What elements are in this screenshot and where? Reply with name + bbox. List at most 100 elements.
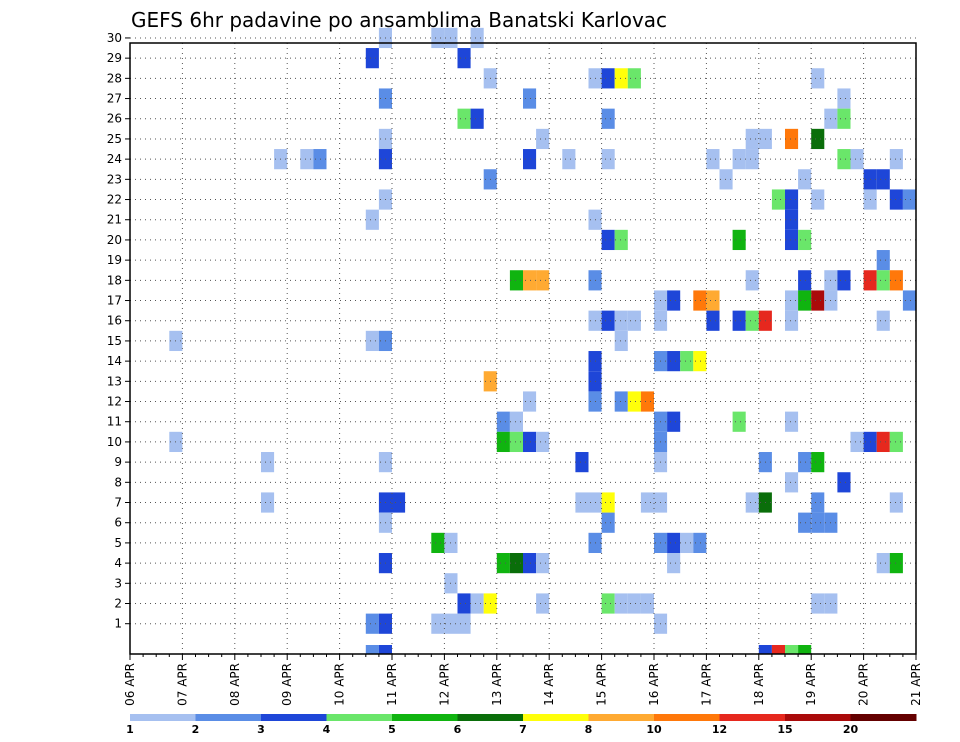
precip-cell xyxy=(706,310,720,331)
precip-cell xyxy=(627,391,641,412)
legend-swatch xyxy=(457,714,524,721)
precip-cell xyxy=(798,229,812,251)
y-tick-label: 29 xyxy=(107,51,122,65)
precip-cell xyxy=(745,149,759,170)
x-tick-label: 14 APR xyxy=(542,663,556,706)
precip-cell xyxy=(667,411,681,432)
legend-label: 7 xyxy=(519,723,527,736)
y-tick-label: 26 xyxy=(107,112,122,126)
x-tick-label: 20 APR xyxy=(857,663,871,706)
precip-cell xyxy=(601,229,615,251)
y-tick-label: 24 xyxy=(107,152,122,166)
precip-cell xyxy=(785,229,799,251)
legend-swatch xyxy=(130,714,196,721)
color-legend: 1 2 3 4 5 6 7 8 10 12 15 20 xyxy=(126,714,917,736)
precip-cell xyxy=(785,411,799,432)
x-tick-label: 18 APR xyxy=(752,663,766,706)
precip-cell xyxy=(706,290,720,311)
precip-cell xyxy=(614,68,628,89)
precip-cell xyxy=(798,270,812,291)
precip-cell xyxy=(431,613,445,634)
precip-cell xyxy=(693,532,707,554)
precip-cell xyxy=(509,270,523,291)
precip-cell xyxy=(667,290,681,311)
precip-cell xyxy=(798,169,812,190)
precip-cell xyxy=(627,593,641,614)
precip-cell xyxy=(431,27,445,49)
precip-cell xyxy=(536,270,550,291)
legend-label: 10 xyxy=(646,723,662,736)
precip-cell xyxy=(785,128,799,150)
legend-swatch xyxy=(719,714,786,721)
precip-cell xyxy=(470,27,484,49)
precip-cell xyxy=(876,250,890,271)
precip-cell xyxy=(889,189,903,210)
y-axis: 1234567891011121314151617181920212223242… xyxy=(107,31,130,631)
precip-cell xyxy=(575,452,589,473)
legend-swatch xyxy=(195,714,262,721)
precip-cell xyxy=(470,593,484,614)
precip-cell xyxy=(496,431,510,453)
x-tick-label: 09 APR xyxy=(280,663,294,706)
precip-cell xyxy=(732,310,746,331)
precip-cell xyxy=(365,48,379,69)
precip-cell xyxy=(523,553,537,574)
precip-cell xyxy=(889,492,903,513)
precip-cell xyxy=(706,149,720,170)
precip-cell xyxy=(536,431,550,453)
precip-cell xyxy=(798,512,812,533)
legend-label: 15 xyxy=(777,723,792,736)
precip-cell xyxy=(640,593,654,614)
precip-cell xyxy=(732,149,746,170)
precip-cell xyxy=(876,310,890,331)
precip-cell xyxy=(798,290,812,311)
y-tick-label: 15 xyxy=(107,334,122,348)
precip-cell xyxy=(811,512,825,533)
precip-cell xyxy=(811,593,825,614)
precip-cell xyxy=(614,229,628,251)
precip-cell xyxy=(575,492,589,513)
precip-cell xyxy=(693,290,707,311)
y-tick-label: 27 xyxy=(107,92,122,106)
precip-cell xyxy=(536,593,550,614)
precip-cell xyxy=(811,290,825,311)
precip-cell xyxy=(365,330,379,352)
precip-cell xyxy=(470,108,484,129)
y-tick-label: 30 xyxy=(107,31,122,45)
precip-cell xyxy=(680,351,694,372)
precip-cell xyxy=(811,68,825,89)
precip-cell xyxy=(523,270,537,291)
y-tick-label: 1 xyxy=(114,617,122,631)
precip-cell xyxy=(745,492,759,513)
precip-cell xyxy=(601,108,615,129)
legend-label: 20 xyxy=(843,723,859,736)
legend-label: 5 xyxy=(388,723,396,736)
y-tick-label: 20 xyxy=(107,233,122,247)
legend-swatch xyxy=(392,714,458,721)
y-tick-label: 10 xyxy=(107,435,122,449)
precip-cell xyxy=(562,149,576,170)
precip-cell xyxy=(902,189,916,210)
precip-cell xyxy=(667,532,681,554)
cells-layer xyxy=(169,27,916,654)
precip-cell xyxy=(745,310,759,331)
precip-cell xyxy=(732,229,746,251)
precip-cell xyxy=(431,532,445,554)
precip-cell xyxy=(811,452,825,473)
precip-cell xyxy=(601,68,615,89)
precip-cell xyxy=(771,189,785,210)
y-tick-label: 7 xyxy=(114,496,122,510)
precip-cell xyxy=(496,553,510,574)
legend-swatch xyxy=(850,714,917,721)
y-tick-label: 12 xyxy=(107,395,122,409)
precip-cell xyxy=(627,310,641,331)
precip-cell xyxy=(523,391,537,412)
x-tick-label: 21 APR xyxy=(909,663,923,706)
precip-cell xyxy=(509,431,523,453)
precip-cell xyxy=(457,593,471,614)
x-tick-label: 15 APR xyxy=(595,663,609,706)
precip-cell xyxy=(523,431,537,453)
legend-swatch xyxy=(523,714,589,721)
precip-cell xyxy=(378,645,392,654)
precip-cell xyxy=(889,270,903,291)
